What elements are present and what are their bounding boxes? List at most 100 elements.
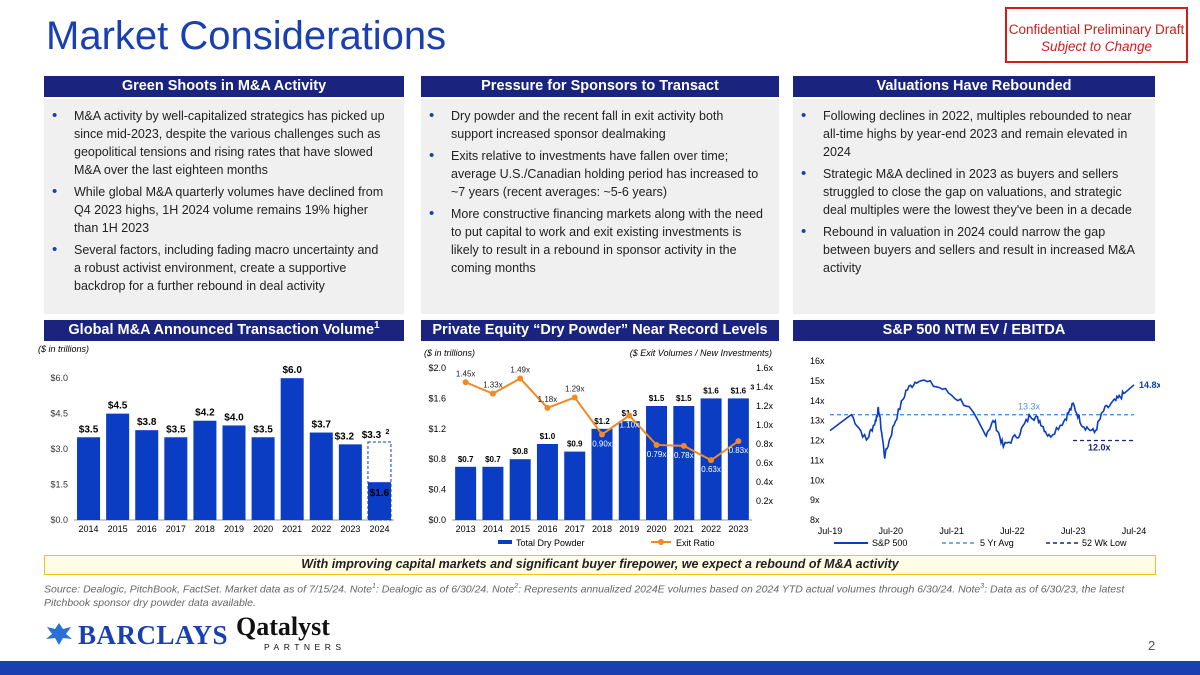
page-title: Market Considerations [46,14,447,58]
y-tick-label-left: $1.6 [428,393,446,403]
bullet-item: Several factors, including fading macro … [52,241,388,295]
y-tick-label-right: 1.6x [756,363,774,373]
data-label: 1.18x [538,395,558,404]
y-tick-label-right: 1.0x [756,420,774,430]
y-tick-label-right: 1.4x [756,382,774,392]
bar [646,406,668,520]
y-tick-label: 14x [810,396,825,406]
panel-green-shoots: M&A activity by well-capitalized strateg… [44,99,404,314]
bar [193,420,217,520]
x-tick-label: 2023 [340,524,360,534]
data-label: 0.63x [701,465,721,474]
x-tick-label: Jul-19 [818,526,843,536]
x-tick-label: 2016 [137,524,157,534]
y-tick-label-left: $0.4 [428,485,446,495]
x-tick-label: 2017 [166,524,186,534]
chart-header-ma-volume-text: Global M&A Announced Transaction Volume [68,322,375,338]
exit-ratio-point [599,431,605,438]
y-tick-label: 8x [810,515,820,525]
legend-label: 52 Wk Low [1082,538,1127,548]
bar [482,466,504,520]
y-tick-label: $4.5 [50,409,68,419]
footnote-marker: 2 [514,583,519,590]
y-tick-label-right: 1.2x [756,401,774,411]
bar [77,437,101,520]
bullet-item: Exits relative to investments have falle… [429,147,763,201]
bar [280,378,304,520]
data-label: 0.78x [674,451,694,460]
data-label: $3.8 [137,417,157,428]
bullet-item: While global M&A quarterly volumes have … [52,183,388,237]
bar [309,432,333,520]
y-tick-label-left: $2.0 [428,363,446,373]
y-tick-label-right: 0.6x [756,458,774,468]
y-tick-label-left: $1.2 [428,424,446,434]
x-tick-label: 2019 [224,524,244,534]
source-text: Source: Dealogic, PitchBook, FactSet. Ma… [44,583,373,596]
chart-ma-volume: ($ in trillions) $0.0 $1.5 $3.0 $4.5 $6.0 2014… [38,344,394,534]
exit-ratio-point [489,390,496,397]
y-tick-label: $3.0 [50,444,68,454]
bullet-item: Strategic M&A declined in 2023 as buyers… [801,165,1139,219]
x-tick-label: 2018 [195,524,215,534]
chart-note-left: ($ in trillions) [424,348,475,358]
x-tick-label: Jul-23 [1061,526,1086,536]
data-label: $3.2 [335,431,355,442]
confidential-line2: Subject to Change [1040,39,1153,54]
data-label: $4.0 [224,412,244,423]
y-tick-label: 11x [810,455,824,465]
y-tick-label: 10x [810,475,825,485]
x-tick-label: Jul-20 [879,526,904,536]
bar [536,444,558,520]
data-label: $0.7 [458,455,474,464]
exit-ratio-point [571,394,578,401]
qatalyst-logo: Qatalyst PARTNERS [236,612,346,652]
x-tick-label: 2019 [619,524,639,534]
exit-ratio-point [626,412,633,419]
x-tick-label: 2022 [311,524,331,534]
data-label: $1.0 [540,432,556,441]
bullet-item: Rebound in valuation in 2024 could narro… [801,223,1139,277]
legend-marker [658,539,664,545]
y-tick-label: $6.0 [50,373,68,383]
x-tick-label: 2021 [674,524,694,534]
bar [564,451,586,520]
y-tick-label-right: 0.8x [756,439,774,449]
data-label: $3.5 [253,424,273,435]
x-tick-label: 2023 [728,524,748,534]
exit-ratio-point [517,375,524,382]
page-number: 2 [1148,638,1156,653]
data-label: $3.5 [79,424,99,435]
data-label: 0.83x [729,446,749,455]
avg-label: 13.3x [1018,402,1041,412]
x-tick-label: 2021 [282,524,302,534]
barclays-logo: BARCLAYS [44,620,228,651]
footnote-marker: 1 [374,320,380,332]
chart-header-ma-volume: Global M&A Announced Transaction Volume1 [44,320,404,341]
x-tick-label: 2022 [701,524,721,534]
footnote-marker: 3 [980,583,985,590]
chart-dry-powder: ($ in trillions) ($ Exit Volumes / New In… [424,348,774,548]
exit-ratio-point [680,442,687,449]
exit-ratio-point [653,441,660,448]
data-label: $0.9 [567,440,583,449]
source-note: Source: Dealogic, PitchBook, FactSet. Ma… [44,580,1154,610]
y-tick-label: 13x [810,416,825,426]
y-tick-label: $1.5 [50,480,68,490]
x-tick-label: 2014 [483,524,503,534]
y-tick-label-left: $0.8 [428,454,446,464]
panel-sponsors: Dry powder and the recent fall in exit a… [421,99,779,314]
sp500-line [829,379,1135,459]
bar [727,398,749,520]
bar [164,437,188,520]
source-text: : Represents annualized 2024E volumes ba… [518,583,981,596]
bar [338,444,362,520]
legend-label: 5 Yr Avg [980,538,1014,548]
chart-note: ($ in trillions) [38,344,89,354]
key-takeaway-banner: With improving capital markets and signi… [44,555,1156,575]
chart-note-right: ($ Exit Volumes / New Investments) [630,348,772,358]
data-label: $1.5 [649,394,665,403]
bar [455,466,477,520]
x-tick-label: 2014 [79,524,99,534]
bar [509,459,531,520]
